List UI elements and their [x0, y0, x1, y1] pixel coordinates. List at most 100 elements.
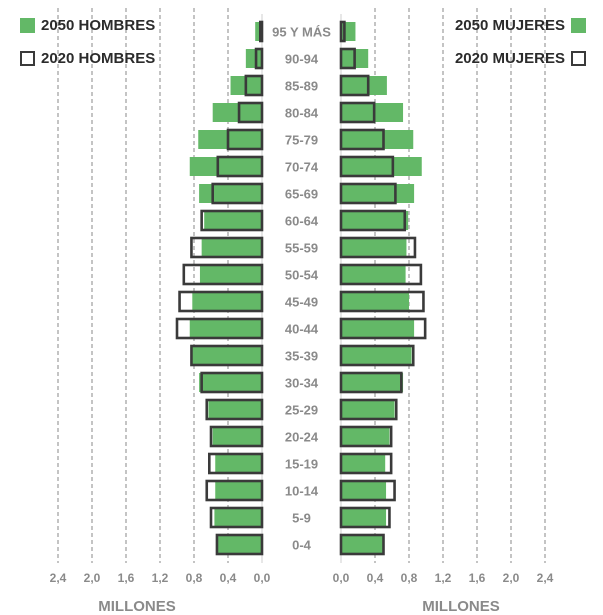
- bar-left-2050: [201, 238, 262, 257]
- age-group-label: 20-24: [285, 430, 319, 445]
- bar-left-2050: [214, 508, 262, 527]
- left-tick-label: 1,6: [118, 571, 135, 585]
- bar-outline-right-2020: [339, 398, 398, 421]
- bar-outline-left-2020: [200, 371, 264, 394]
- legend-swatch-filled: [571, 18, 586, 33]
- bar-outline-right-2020: [339, 371, 403, 394]
- left-axis-title: MILLONES: [98, 598, 176, 615]
- age-group-label: 80-84: [285, 106, 319, 121]
- bars: [175, 20, 427, 556]
- bar-outline-left-2020: [209, 506, 264, 529]
- bar-outline-left-2020: [215, 533, 264, 556]
- bar-left-2050: [192, 292, 262, 311]
- bar-left-2050: [192, 346, 262, 365]
- bar-left-2050: [216, 535, 262, 554]
- bar-outline-right-2020: [339, 452, 393, 475]
- bar-outline-right-2020: [339, 101, 376, 124]
- age-group-label: 25-29: [285, 403, 318, 418]
- right-tick-label: 1,2: [435, 571, 452, 585]
- age-group-label: 50-54: [285, 268, 319, 283]
- left-tick-label: 0,0: [254, 571, 271, 585]
- legend-swatch-outline: [20, 51, 35, 66]
- left-tick-label: 2,0: [84, 571, 101, 585]
- bar-outline-right-2020: [339, 344, 415, 367]
- bar-left-2050: [212, 427, 262, 446]
- bar-left-2050: [208, 400, 262, 419]
- bar-outline-left-2020: [190, 344, 264, 367]
- bar-outline-left-2020: [237, 101, 264, 124]
- bar-right-2050: [341, 238, 407, 257]
- legend-women-2050: 2050 MUJERES: [455, 17, 586, 34]
- bar-outline-right-2020: [339, 425, 393, 448]
- age-group-label: 75-79: [285, 133, 318, 148]
- bar-outline-left-2020: [226, 128, 264, 151]
- bar-right-2050: [341, 400, 395, 419]
- bar-left-2050: [215, 481, 262, 500]
- bar-right-2050: [341, 454, 386, 473]
- age-group-label: 35-39: [285, 349, 318, 364]
- bar-outline-left-2020: [205, 398, 264, 421]
- bar-left-2050: [199, 184, 262, 203]
- age-group-label: 95 Y MÁS: [272, 25, 331, 40]
- bar-outline-right-2020: [339, 47, 356, 70]
- bar-right-2050: [341, 292, 409, 311]
- right-tick-label: 2,4: [537, 571, 554, 585]
- bar-outline-left-2020: [209, 425, 264, 448]
- bar-outline-left-2020: [216, 155, 264, 178]
- bar-outline-left-2020: [258, 20, 264, 43]
- legend-label-women-2020: 2020 MUJERES: [454, 50, 565, 67]
- left-tick-label: 1,2: [152, 571, 169, 585]
- bar-outline-right-2020: [339, 533, 385, 556]
- bar-left-2050: [215, 454, 262, 473]
- bar-left-2050: [198, 130, 262, 149]
- bar-left-2050: [255, 22, 262, 41]
- age-group-label: 90-94: [285, 52, 319, 67]
- age-group-label: 5-9: [292, 511, 311, 526]
- age-group-label: 0-4: [292, 538, 312, 553]
- bar-right-2050: [341, 103, 404, 122]
- bar-outline-left-2020: [254, 47, 264, 70]
- bar-outline-left-2020: [244, 74, 264, 97]
- bar-outline-right-2020: [339, 128, 385, 151]
- age-group-label: 65-69: [285, 187, 318, 202]
- left-tick-label: 0,4: [220, 571, 237, 585]
- bar-left-2050: [245, 49, 262, 68]
- age-group-label: 70-74: [285, 160, 319, 175]
- bar-outline-left-2020: [182, 263, 264, 286]
- bar-outline-right-2020: [339, 317, 427, 340]
- age-group-label: 30-34: [285, 376, 319, 391]
- bar-right-2050: [341, 535, 384, 554]
- bar-right-2050: [341, 319, 415, 338]
- axis-ticks: 2,4 2,0 1,6 1,2 0,8 0,4 0,0 0,0 0,4 0,8 1,2 1,6 2,0 2…: [50, 571, 554, 585]
- bar-right-2050: [341, 508, 387, 527]
- bar-outline-right-2020: [339, 182, 397, 205]
- bar-left-2050: [212, 103, 262, 122]
- bar-right-2050: [341, 265, 406, 284]
- right-tick-label: 2,0: [503, 571, 520, 585]
- legend-men-2050: 2050 HOMBRES: [20, 17, 155, 34]
- bar-right-2050: [341, 427, 390, 446]
- bar-right-2050: [341, 184, 415, 203]
- bar-outline-right-2020: [339, 263, 423, 286]
- bar-left-2050: [199, 265, 262, 284]
- bar-right-2050: [341, 373, 404, 392]
- bar-outline-left-2020: [208, 452, 264, 475]
- bar-outline-left-2020: [205, 479, 264, 502]
- legend-label-women-2050: 2050 MUJERES: [454, 17, 565, 34]
- bar-left-2050: [199, 373, 262, 392]
- legend-men-2020: 2020 HOMBRES: [20, 50, 155, 67]
- bar-outline-left-2020: [190, 236, 264, 259]
- right-tick-label: 0,8: [401, 571, 418, 585]
- age-group-label: 40-44: [285, 322, 319, 337]
- bar-right-2050: [341, 130, 414, 149]
- bar-outline-right-2020: [339, 236, 417, 259]
- bar-outline-left-2020: [211, 182, 264, 205]
- right-tick-label: 0,0: [333, 571, 350, 585]
- right-axis-title: MILLONES: [422, 598, 500, 615]
- right-tick-label: 0,4: [367, 571, 384, 585]
- age-group-label: 45-49: [285, 295, 318, 310]
- legend-label-men-2050: 2050 HOMBRES: [41, 17, 156, 34]
- age-group-label: 55-59: [285, 241, 318, 256]
- legend-swatch-filled: [20, 18, 35, 33]
